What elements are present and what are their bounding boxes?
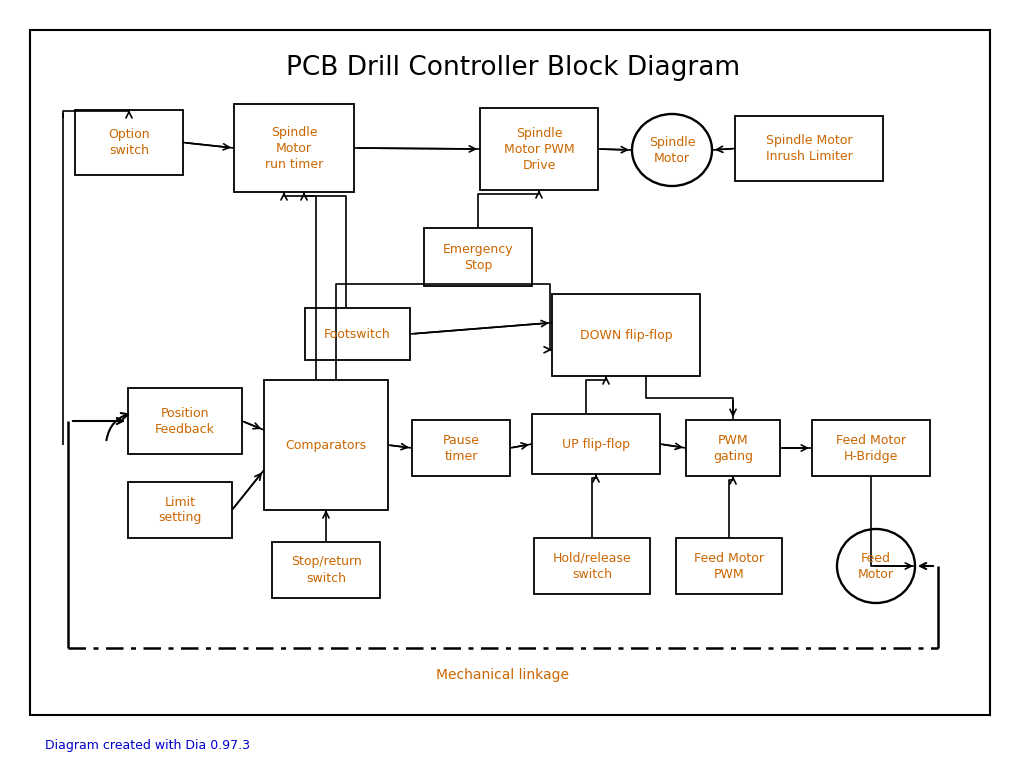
Bar [30, 30, 990, 715]
Text: Option
switch: Option switch [108, 128, 150, 157]
Bar [128, 388, 242, 454]
Text: Spindle
Motor: Spindle Motor [649, 135, 695, 164]
Text: Spindle
Motor PWM
Drive: Spindle Motor PWM Drive [503, 126, 574, 171]
Bar [234, 104, 354, 192]
Bar [532, 414, 660, 474]
Text: Spindle
Motor
run timer: Spindle Motor run timer [265, 125, 324, 171]
Text: Feed Motor
H-Bridge: Feed Motor H-Bridge [836, 434, 906, 463]
Text: Feed Motor
PWM: Feed Motor PWM [694, 552, 764, 581]
Bar [264, 380, 388, 510]
Text: Spindle Motor
Inrush Limiter: Spindle Motor Inrush Limiter [765, 134, 852, 163]
Text: Feed
Motor: Feed Motor [858, 552, 893, 581]
Text: Mechanical linkage: Mechanical linkage [436, 668, 570, 682]
Text: Footswitch: Footswitch [325, 327, 391, 340]
Text: DOWN flip-flop: DOWN flip-flop [579, 328, 673, 341]
Bar [128, 482, 232, 538]
Bar [272, 542, 380, 598]
Bar [676, 538, 782, 594]
Text: Hold/release
switch: Hold/release switch [553, 552, 632, 581]
Bar [735, 116, 883, 181]
Ellipse shape [632, 114, 712, 186]
Text: Position
Feedback: Position Feedback [155, 406, 215, 435]
Bar [75, 110, 183, 175]
Bar [412, 420, 510, 476]
Text: Pause
timer: Pause timer [443, 434, 480, 463]
Text: Emergency
Stop: Emergency Stop [443, 243, 514, 272]
Text: Stop/return
switch: Stop/return switch [291, 555, 362, 584]
Bar [812, 420, 930, 476]
Bar [686, 420, 779, 476]
Text: Comparators: Comparators [286, 438, 367, 451]
Ellipse shape [837, 529, 915, 603]
Text: Diagram created with Dia 0.97.3: Diagram created with Dia 0.97.3 [45, 738, 250, 751]
Text: UP flip-flop: UP flip-flop [562, 438, 630, 451]
Text: PCB Drill Controller Block Diagram: PCB Drill Controller Block Diagram [287, 55, 740, 81]
Text: PWM
gating: PWM gating [713, 434, 753, 463]
Text: Limit
setting: Limit setting [158, 496, 201, 525]
Bar [424, 228, 532, 286]
Bar [480, 108, 598, 190]
Bar [534, 538, 650, 594]
Bar [305, 308, 410, 360]
Bar [551, 294, 700, 376]
